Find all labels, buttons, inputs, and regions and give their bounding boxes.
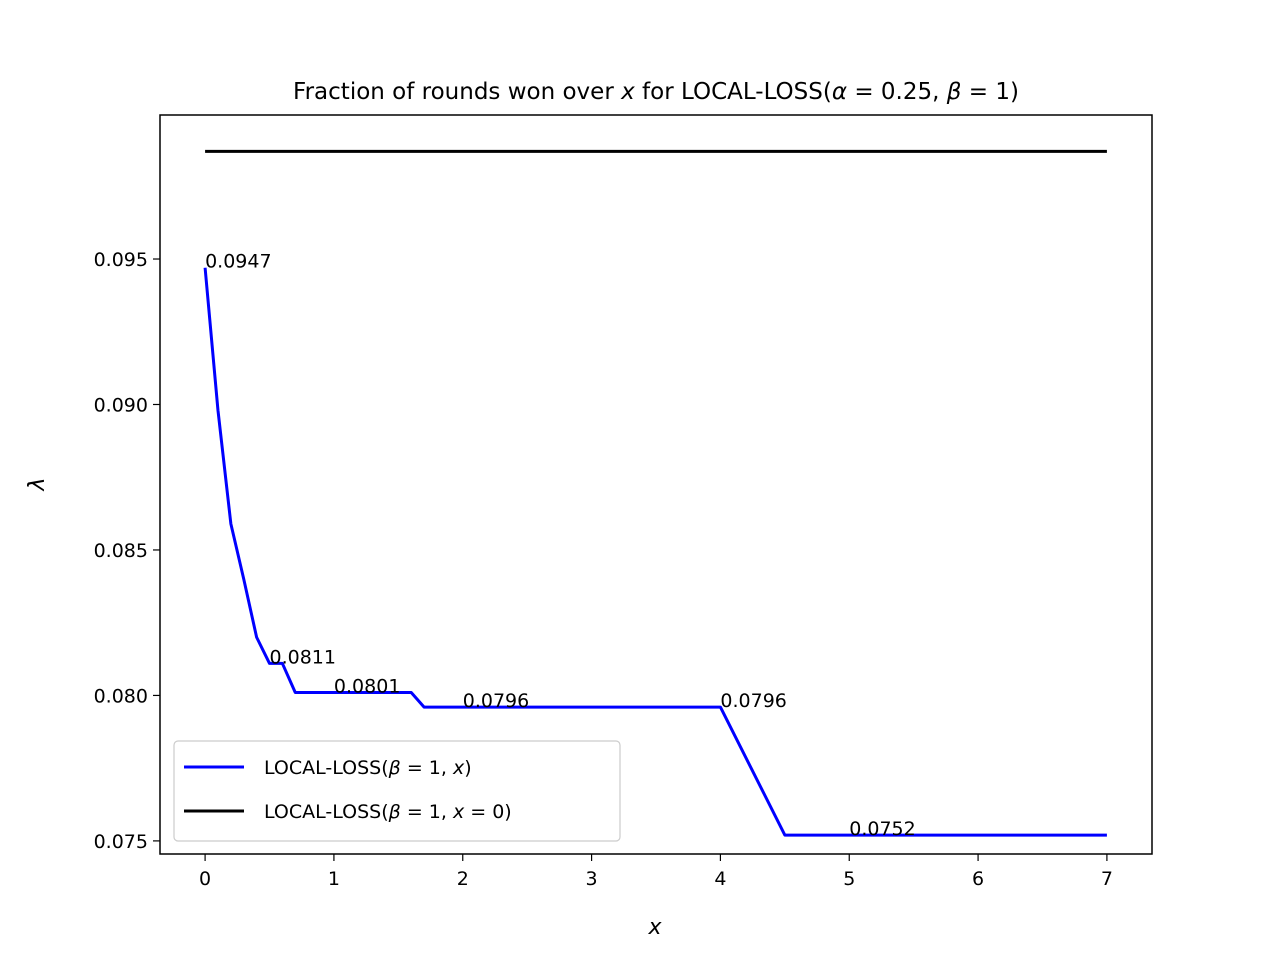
annotation-layer: 0.0947 0.0811 0.0801 0.0796 0.0796 0.0752 [205, 251, 916, 840]
y-tick-label: 0.090 [94, 394, 148, 416]
plot-area-frame [159, 114, 1153, 855]
x-tick-label: 5 [843, 868, 855, 890]
x-axis: 0 1 2 3 4 5 6 7 [199, 854, 1113, 890]
series-layer [203, 149, 1107, 837]
series-line-1 [203, 267, 1107, 837]
legend-label-series-1: LOCAL-LOSS(β = 1, x) [264, 757, 472, 779]
data-label: 0.0796 [720, 690, 786, 712]
y-tick-label: 0.080 [94, 685, 148, 707]
y-tick-label: 0.095 [94, 249, 148, 271]
x-tick-label: 7 [1101, 868, 1113, 890]
data-label: 0.0811 [270, 646, 336, 668]
x-axis-title: x [647, 915, 662, 940]
legend-label-series-2: LOCAL-LOSS(β = 1, x = 0) [264, 801, 512, 823]
data-label: 0.0801 [334, 676, 400, 698]
x-tick-label: 3 [586, 868, 598, 890]
y-tick-label: 0.085 [94, 540, 148, 562]
legend-box [173, 740, 621, 842]
x-tick-label: 4 [714, 868, 726, 890]
x-tick-label: 0 [199, 868, 211, 890]
y-axis-title: λ [25, 477, 50, 491]
data-label: 0.0947 [205, 251, 271, 273]
chart-title: Fraction of rounds won over x for LOCAL-… [293, 79, 1019, 105]
data-label: 0.0752 [849, 818, 915, 840]
x-tick-label: 1 [328, 868, 340, 890]
data-label: 0.0796 [463, 690, 529, 712]
y-tick-label: 0.075 [94, 831, 148, 853]
y-axis: 0.075 0.080 0.085 0.090 0.095 [94, 249, 160, 853]
x-tick-label: 2 [457, 868, 469, 890]
legend: LOCAL-LOSS(β = 1, x) LOCAL-LOSS(β = 1, x… [173, 740, 621, 842]
x-tick-label: 6 [972, 868, 984, 890]
